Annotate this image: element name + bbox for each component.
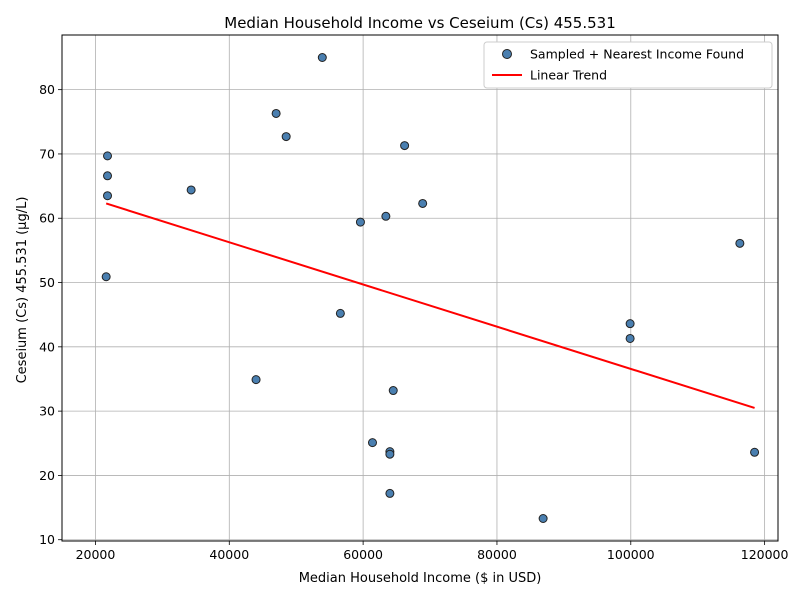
x-tick-label: 40000 <box>209 547 249 562</box>
y-tick-label: 70 <box>39 146 55 161</box>
y-tick-label: 40 <box>39 339 55 354</box>
legend-label-trend: Linear Trend <box>530 68 607 83</box>
legend: Sampled + Nearest Income Found Linear Tr… <box>483 41 773 89</box>
scatter-point <box>538 513 548 523</box>
y-tick-label: 30 <box>39 404 55 419</box>
scatter-point <box>400 141 410 151</box>
chart-title: Median Household Income vs Ceseium (Cs) … <box>224 14 616 32</box>
scatter-point <box>186 185 196 195</box>
points-layer <box>101 53 760 523</box>
x-tick-label: 20000 <box>76 547 116 562</box>
y-axis-ticks: 10 20 30 40 50 60 70 80 <box>39 82 62 547</box>
scatter-point <box>281 132 291 142</box>
grid <box>62 35 778 541</box>
scatter-point <box>355 217 365 227</box>
x-tick-label: 100000 <box>607 547 655 562</box>
y-axis-label: Ceseium (Cs) 455.531 (µg/L) <box>15 197 30 384</box>
scatter-point <box>335 308 345 318</box>
scatter-point <box>101 272 111 282</box>
scatter-point <box>381 211 391 221</box>
scatter-point <box>625 333 635 343</box>
scatter-point <box>385 488 395 498</box>
x-tick-label: 120000 <box>741 547 789 562</box>
legend-box <box>483 41 773 89</box>
scatter-point <box>625 319 635 329</box>
plot-frame <box>61 34 779 542</box>
x-tick-label: 60000 <box>343 547 383 562</box>
x-tick-label: 80000 <box>477 547 517 562</box>
legend-label-scatter: Sampled + Nearest Income Found <box>530 47 744 62</box>
scatter-point <box>271 108 281 118</box>
scatter-point <box>735 238 745 248</box>
scatter-point <box>103 151 113 161</box>
scatter-point <box>388 386 398 396</box>
scatter-point <box>367 438 377 448</box>
y-tick-label: 80 <box>39 82 55 97</box>
y-tick-label: 10 <box>39 532 55 547</box>
scatter-point <box>418 198 428 208</box>
y-tick-label: 20 <box>39 468 55 483</box>
trend-layer <box>105 202 755 409</box>
scatter-point <box>317 53 327 63</box>
scatter-point <box>750 447 760 457</box>
scatter-point <box>385 449 395 459</box>
legend-marker-scatter <box>502 49 512 59</box>
scatter-point <box>103 171 113 181</box>
scatter-point <box>251 375 261 385</box>
trend-line <box>105 202 755 409</box>
x-axis-label: Median Household Income ($ in USD) <box>299 571 542 586</box>
x-axis-ticks: 20000 40000 60000 80000 100000 120000 <box>76 541 789 562</box>
y-tick-label: 60 <box>39 211 55 226</box>
scatter-point <box>103 191 113 201</box>
y-tick-label: 50 <box>39 275 55 290</box>
